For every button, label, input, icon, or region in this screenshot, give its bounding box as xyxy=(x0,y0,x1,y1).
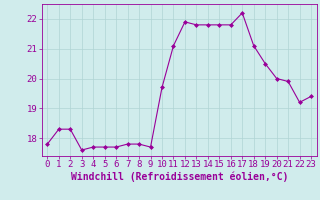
X-axis label: Windchill (Refroidissement éolien,°C): Windchill (Refroidissement éolien,°C) xyxy=(70,172,288,182)
